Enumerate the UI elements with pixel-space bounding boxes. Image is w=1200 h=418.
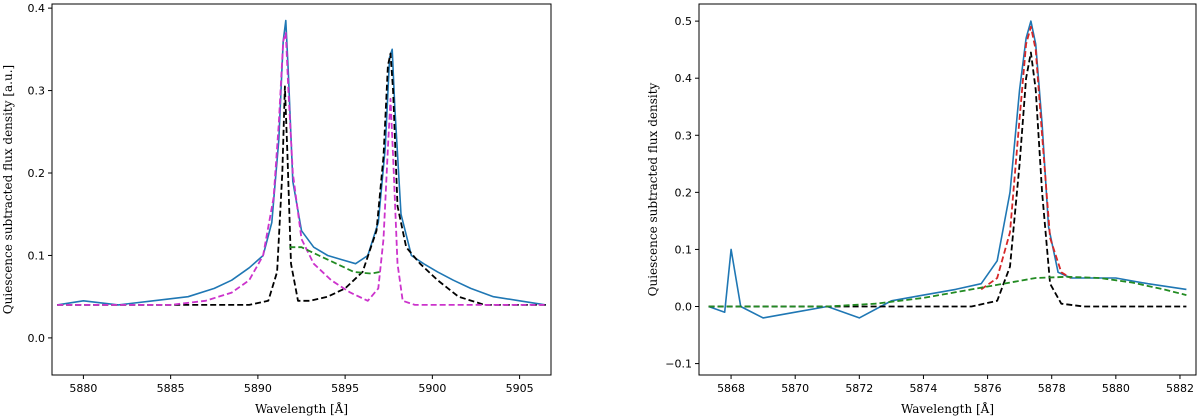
y-axis-title: Quiescence subtracted flux density [646,82,660,296]
x-tick-label: 5870 [781,382,809,395]
y-tick-label: 0.4 [28,2,46,15]
y-tick-label: 0.3 [675,129,693,142]
x-tick-label: 5878 [1038,382,1066,395]
x-tick-label: 5890 [244,382,272,395]
y-tick-label: 0.0 [28,332,46,345]
series-line-1 [708,51,1187,308]
x-tick-label: 5872 [845,382,873,395]
x-tick-label: 5874 [909,382,937,395]
series-line-0 [708,20,1187,319]
x-tick-label: 5905 [506,382,534,395]
y-axis-title: Quiescence subtracted flux density [a.u.… [1,65,15,314]
series-line-1 [57,52,546,306]
y-tick-label: 0.0 [675,301,693,314]
y-tick-label: −0.1 [665,358,692,371]
x-tick-label: 5900 [418,382,446,395]
y-tick-label: 0.5 [675,15,693,28]
x-tick-label: 5868 [717,382,745,395]
plot-frame [698,3,1197,376]
y-tick-label: 0.1 [675,243,693,256]
left-panel: 5880 5885 5890 5895 5900 5905 0.0 0.1 0.2 0.3 0.4 W… [1,2,552,416]
x-tick-label: 5895 [331,382,359,395]
y-tick-label: 0.2 [675,186,693,199]
x-axis-title: Wavelength [Å] [901,401,994,416]
series-line-3 [708,275,1187,308]
y-tick-label: 0.3 [28,85,46,98]
y-tick-label: 0.4 [675,72,693,85]
right-panel: 5868 5870 5872 5874 5876 5878 5880 5882 −0.1 0.0 0… [646,3,1197,416]
series-line-3 [289,246,381,275]
plot-area [708,20,1187,319]
x-axis-title: Wavelength [Å] [255,401,348,416]
y-tick-label: 0.1 [28,249,46,262]
y-tick-label: 0.2 [28,167,46,180]
plot-area [57,19,546,306]
series-line-2 [57,32,546,306]
plot-frame [51,3,552,376]
x-tick-label: 5882 [1166,382,1194,395]
x-tick-label: 5876 [974,382,1002,395]
x-tick-label: 5880 [1102,382,1130,395]
series-line-0 [57,19,546,306]
x-tick-label: 5885 [157,382,185,395]
series-line-2 [980,25,1072,291]
x-tick-label: 5880 [69,382,97,395]
